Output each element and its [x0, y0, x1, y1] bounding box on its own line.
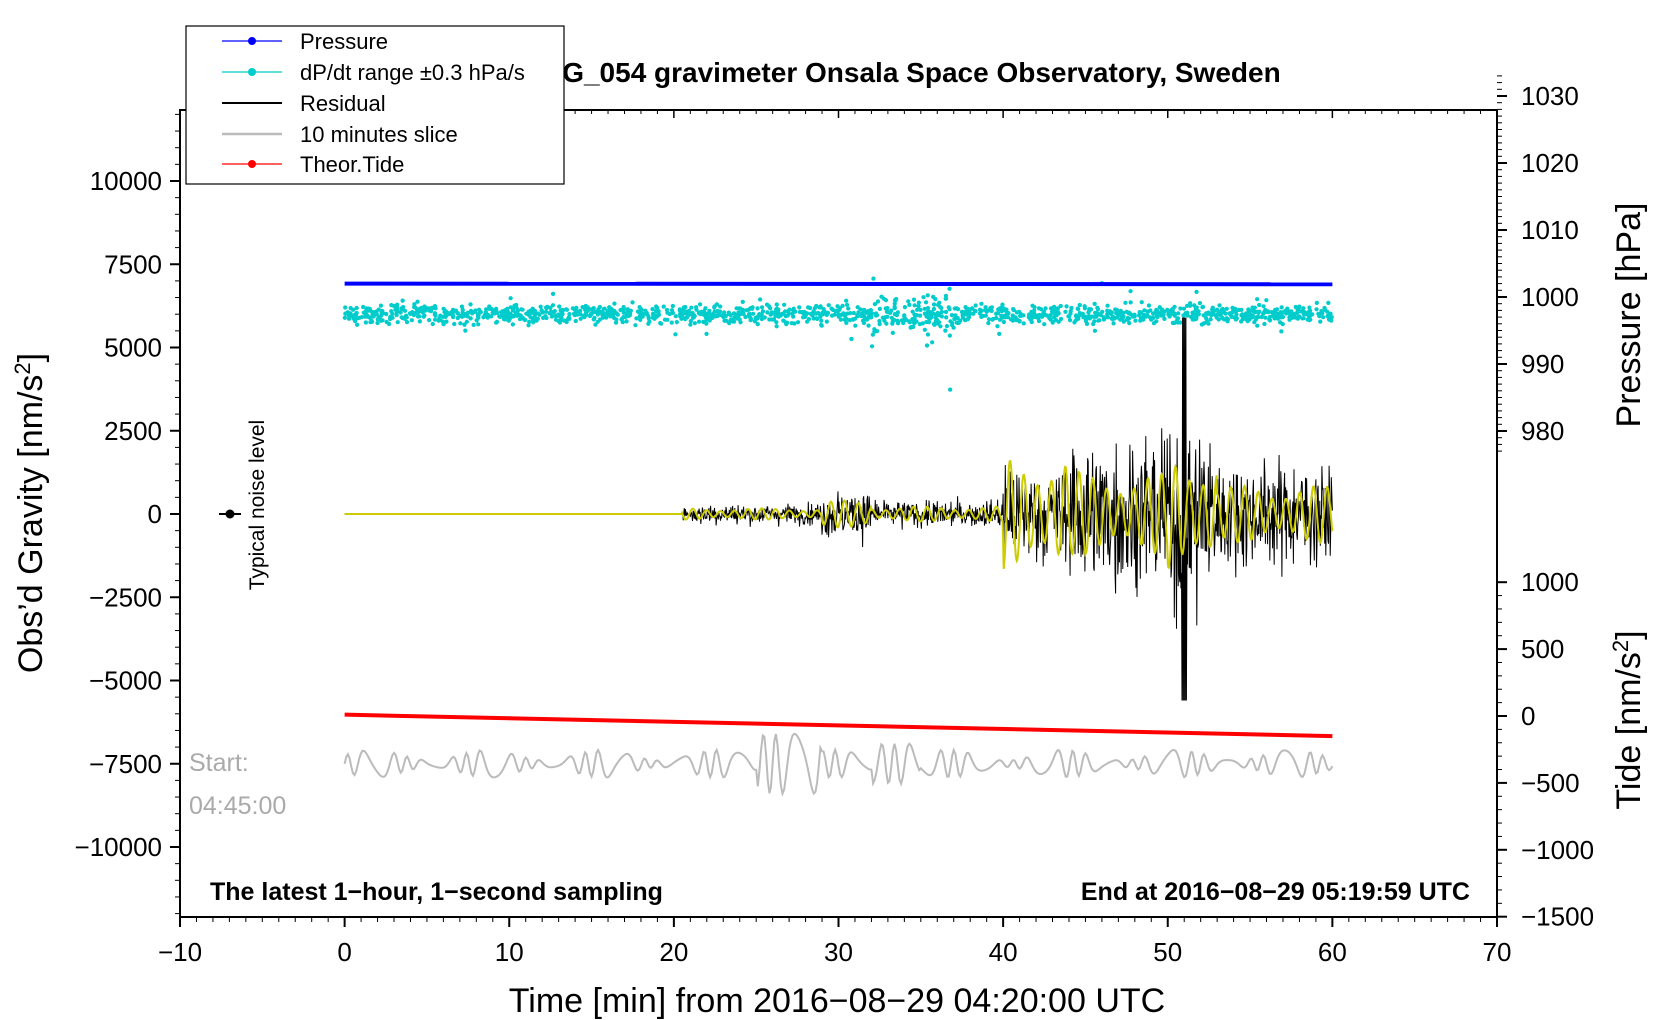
tide-axis-title-main: Tide [nm/s [1610, 652, 1648, 809]
legend-tide-label: Theor.Tide [300, 152, 404, 177]
x-tick-label: 0 [337, 937, 351, 967]
y-axis-left-title: Obs’d Gravity [nm/s2] [10, 353, 50, 673]
legend-dpdt-label: dP/dt range ±0.3 hPa/s [300, 60, 525, 85]
residual-filtered-line [344, 460, 1334, 570]
y-axis-left-title-main: Obs’d Gravity [nm/s [12, 375, 50, 674]
y-left-tick-label: 0 [148, 499, 162, 529]
note-end-time: End at 2016−08−29 05:19:59 UTC [1081, 878, 1470, 906]
x-tick-label: 70 [1483, 937, 1512, 967]
y-left-tick-label: −7500 [89, 749, 162, 779]
x-tick-label: 50 [1153, 937, 1182, 967]
legend-box [185, 25, 565, 185]
y-left-tick-label: 5000 [104, 333, 162, 363]
y-left-tick-label: 10000 [90, 166, 162, 196]
legend-dpdt-marker [248, 68, 256, 76]
series-layer [342, 276, 1334, 798]
legend-slice-label: 10 minutes slice [300, 122, 458, 147]
x-tick-label: 40 [989, 937, 1018, 967]
start-time: 04:45:00 [189, 792, 286, 820]
tide-tick-label: −1500 [1521, 902, 1594, 932]
chart-title: SCG_054 gravimeter Onsala Space Observat… [523, 57, 1280, 88]
tide-axis-title-end: ] [1610, 630, 1648, 639]
y-left-tick-label: 2500 [104, 416, 162, 446]
pressure-tick-label: 990 [1521, 349, 1564, 379]
ticks-layer: −10 0 10 20 30 40 50 60 70100007500500025000−250… [75, 75, 1594, 967]
y-left-tick-label: −2500 [89, 582, 162, 612]
legend-pressure-label: Pressure [300, 29, 388, 54]
legend: Pressure dP/dt range ±0.3 hPa/s Residual… [185, 25, 565, 185]
tide-axis-title: Tide [nm/s2] [1608, 630, 1648, 809]
y-axis-left-title-sup: 2 [10, 362, 35, 374]
y-left-tick-label: 7500 [104, 249, 162, 279]
pressure-tick-label: 1020 [1521, 148, 1579, 178]
dpdt-scatter [342, 276, 1334, 392]
pressure-tick-label: 1010 [1521, 215, 1579, 245]
tide-tick-label: 0 [1521, 701, 1535, 731]
pressure-tick-label: 1030 [1521, 81, 1579, 111]
legend-pressure-marker [248, 37, 256, 45]
x-tick-label: 10 [495, 937, 524, 967]
start-label: Start: [189, 749, 249, 777]
tide-axis-title-sup: 2 [1608, 640, 1633, 652]
x-axis-title: Time [min] from 2016−08−29 04:20:00 UTC [509, 982, 1165, 1020]
slice-line [343, 732, 1334, 798]
y-left-tick-label: −5000 [89, 666, 162, 696]
x-tick-label: −10 [158, 937, 202, 967]
tide-tick-label: −1000 [1521, 835, 1594, 865]
pressure-line [344, 281, 1333, 287]
x-tick-label: 30 [824, 937, 853, 967]
noise-level-dot [225, 509, 235, 519]
pressure-axis-title: Pressure [hPa] [1610, 203, 1648, 428]
y-left-tick-label: −10000 [75, 832, 162, 862]
tide-tick-label: 500 [1521, 634, 1564, 664]
note-latest-hour: The latest 1−hour, 1−second sampling [210, 878, 663, 906]
tide-tick-label: 1000 [1521, 567, 1579, 597]
pressure-tick-label: 1000 [1521, 282, 1579, 312]
pressure-tick-label: 980 [1521, 416, 1564, 446]
noise-level-label: Typical noise level [246, 420, 269, 590]
tide-line [344, 712, 1333, 739]
x-tick-label: 20 [659, 937, 688, 967]
y-axis-left-title-end: ] [12, 353, 50, 362]
legend-tide-marker [248, 160, 256, 168]
residual-line [344, 317, 1333, 701]
legend-residual-label: Residual [300, 91, 386, 116]
x-tick-label: 60 [1318, 937, 1347, 967]
tide-tick-label: −500 [1521, 768, 1580, 798]
